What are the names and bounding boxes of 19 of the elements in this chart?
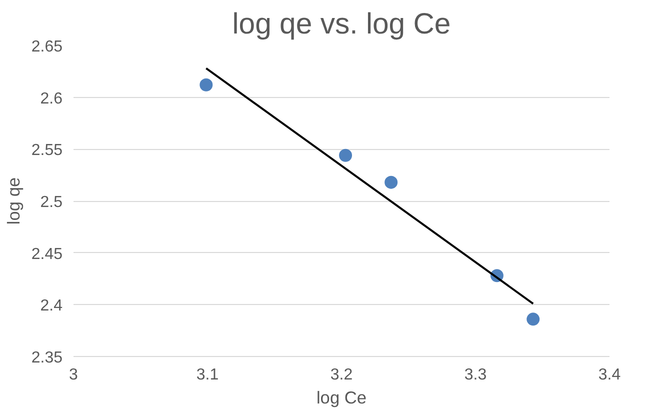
x-tick-label: 3.4 <box>598 366 621 384</box>
chart-title: log qe vs. log Ce <box>232 8 451 40</box>
y-tick-label: 2.35 <box>31 350 63 366</box>
x-tick-label: 3.3 <box>464 366 487 384</box>
y-tick-label: 2.65 <box>31 38 63 56</box>
x-tick-label: 3.1 <box>196 366 219 384</box>
y-tick-label: 2.5 <box>40 194 63 211</box>
y-tick-label: 2.6 <box>40 90 63 108</box>
point <box>339 148 352 162</box>
x-tick-label: 3.2 <box>330 366 353 384</box>
y-tick-label: 2.45 <box>31 246 63 263</box>
point <box>526 312 540 326</box>
y-tick-label: 2.55 <box>31 142 63 160</box>
y-axis-title: log qe <box>3 177 24 225</box>
point <box>200 78 213 92</box>
x-axis-title: log Ce <box>316 388 367 408</box>
x-tick-label: 3 <box>69 366 78 384</box>
y-tick-label: 2.4 <box>40 298 63 315</box>
point <box>384 176 398 189</box>
